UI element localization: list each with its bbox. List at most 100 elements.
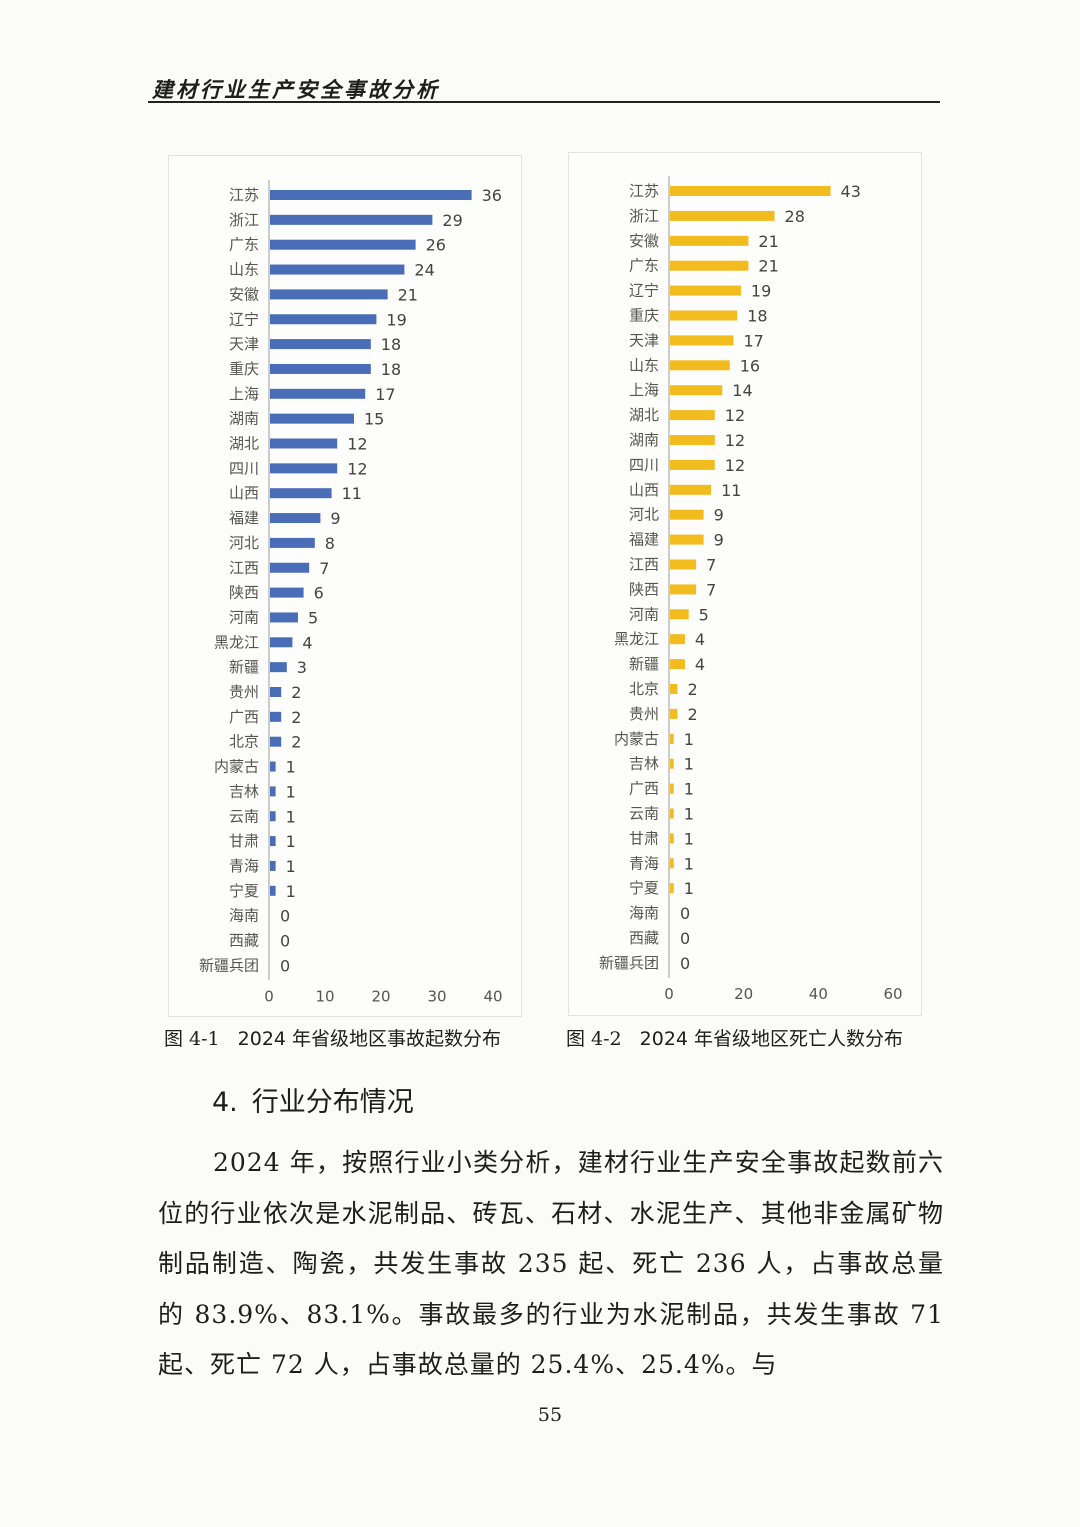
data-label: 24 xyxy=(414,261,434,280)
category-label: 陕西 xyxy=(629,580,659,598)
bar xyxy=(270,463,338,474)
bar xyxy=(670,260,749,271)
bar xyxy=(270,836,276,847)
data-label: 0 xyxy=(680,929,690,948)
category-label: 河南 xyxy=(229,608,259,626)
bar xyxy=(670,335,734,346)
data-label: 18 xyxy=(747,307,767,326)
data-label: 3 xyxy=(297,658,307,677)
bar xyxy=(270,736,282,747)
bar xyxy=(670,858,674,869)
bar xyxy=(270,264,405,275)
data-label: 1 xyxy=(286,882,296,901)
category-label: 安徽 xyxy=(629,232,659,250)
category-label: 辽宁 xyxy=(629,282,659,300)
data-label: 7 xyxy=(319,559,329,578)
category-label: 黑龙江 xyxy=(214,633,259,651)
bar xyxy=(670,459,715,470)
category-label: 青海 xyxy=(629,854,659,872)
header-rule xyxy=(148,101,940,103)
data-label: 21 xyxy=(398,285,418,304)
category-label: 安徽 xyxy=(229,285,259,303)
data-label: 9 xyxy=(330,509,340,528)
bar xyxy=(270,860,276,871)
category-label: 北京 xyxy=(229,733,259,751)
data-label: 2 xyxy=(291,733,301,752)
bar xyxy=(670,435,715,445)
bar xyxy=(670,385,723,396)
bar xyxy=(670,584,697,595)
bar xyxy=(270,438,338,449)
bar xyxy=(670,609,689,620)
data-label: 2 xyxy=(687,680,697,699)
category-label: 辽宁 xyxy=(229,310,259,328)
bar xyxy=(670,783,674,794)
category-label: 天津 xyxy=(229,335,259,353)
data-label: 1 xyxy=(684,829,694,848)
data-label: 8 xyxy=(325,534,335,553)
category-label: 海南 xyxy=(229,907,259,925)
data-label: 1 xyxy=(286,807,296,826)
category-label: 贵州 xyxy=(229,683,259,701)
bar xyxy=(270,413,354,424)
data-label: 16 xyxy=(740,356,760,375)
category-label: 内蒙古 xyxy=(214,758,259,776)
bar xyxy=(670,186,831,196)
data-label: 19 xyxy=(386,310,406,329)
category-label: 山西 xyxy=(229,484,259,502)
body-paragraph: 2024 年，按照行业小类分析，建材行业生产安全事故起数前六位的行业依次是水泥制… xyxy=(158,1148,944,1379)
section-title: 行业分布情况 xyxy=(251,1087,414,1118)
bar xyxy=(670,659,685,670)
bar xyxy=(270,786,276,797)
category-label: 上海 xyxy=(229,385,259,403)
category-label: 山东 xyxy=(229,261,259,279)
category-label: 河南 xyxy=(629,605,659,623)
category-label: 云南 xyxy=(229,807,259,825)
figure-caption-1: 图 4-1 2024 年省级地区事故起数分布 xyxy=(164,1024,501,1051)
category-label: 北京 xyxy=(629,680,659,698)
data-label: 14 xyxy=(732,381,752,400)
bar xyxy=(670,210,775,221)
bar xyxy=(270,388,366,399)
bar xyxy=(670,833,674,844)
category-label: 山西 xyxy=(629,481,659,499)
category-label: 青海 xyxy=(229,857,259,875)
data-label: 21 xyxy=(758,232,778,251)
data-label: 5 xyxy=(308,608,318,627)
bar xyxy=(670,634,685,645)
bar xyxy=(270,363,371,374)
data-label: 0 xyxy=(680,954,690,973)
chart-accidents-box: 江苏 36 浙江 29 广东 26 山东 24 安徽 21 辽宁 19 天津 18 重庆 18 上海 17 湖南 15… xyxy=(168,155,522,1017)
bar xyxy=(670,684,678,694)
bar xyxy=(270,662,287,673)
data-label: 12 xyxy=(725,406,745,425)
category-label: 四川 xyxy=(229,459,259,477)
section-heading: 4. 行业分布情况 xyxy=(212,1080,414,1119)
category-label: 天津 xyxy=(629,331,659,349)
x-tick-label: 40 xyxy=(483,987,502,1005)
data-label: 43 xyxy=(841,182,861,201)
data-label: 11 xyxy=(342,484,362,503)
category-label: 吉林 xyxy=(629,755,659,773)
data-label: 12 xyxy=(725,431,745,450)
category-label: 广西 xyxy=(629,780,659,798)
bar xyxy=(270,811,276,822)
category-label: 湖北 xyxy=(229,435,259,453)
figure-caption-text: 2024 年省级地区死亡人数分布 xyxy=(639,1028,904,1050)
category-label: 甘肃 xyxy=(229,832,259,850)
bar xyxy=(270,637,293,648)
data-label: 1 xyxy=(684,755,694,774)
category-label: 上海 xyxy=(629,381,659,399)
data-label: 2 xyxy=(291,683,301,702)
category-label: 河北 xyxy=(229,534,259,552)
bar xyxy=(270,537,315,548)
data-label: 18 xyxy=(381,360,401,379)
data-label: 1 xyxy=(286,857,296,876)
x-tick-label: 20 xyxy=(734,985,753,1003)
x-tick-label: 30 xyxy=(427,987,446,1005)
data-label: 17 xyxy=(375,385,395,404)
data-label: 5 xyxy=(699,605,709,624)
data-label: 26 xyxy=(426,236,446,255)
data-label: 17 xyxy=(743,331,763,350)
